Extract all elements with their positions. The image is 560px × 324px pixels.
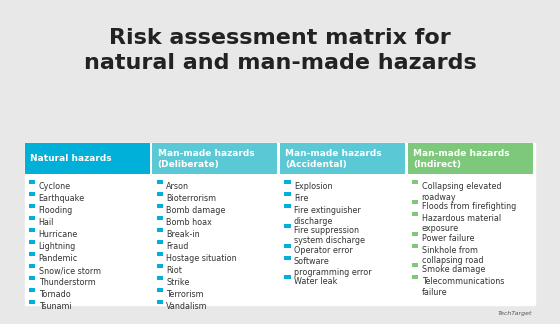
FancyBboxPatch shape — [29, 216, 35, 220]
Text: Terrorism: Terrorism — [166, 290, 204, 299]
FancyBboxPatch shape — [29, 252, 35, 256]
Text: Power failure: Power failure — [422, 234, 474, 243]
FancyBboxPatch shape — [412, 263, 418, 267]
Text: Flooding: Flooding — [39, 206, 73, 215]
Text: Hostage situation: Hostage situation — [166, 254, 237, 263]
FancyBboxPatch shape — [25, 143, 535, 305]
FancyBboxPatch shape — [157, 264, 163, 268]
FancyBboxPatch shape — [29, 192, 35, 196]
Text: Thunderstorm: Thunderstorm — [39, 278, 95, 287]
Text: Hurricane: Hurricane — [39, 230, 78, 239]
FancyBboxPatch shape — [412, 232, 418, 236]
Text: TechTarget: TechTarget — [498, 311, 533, 316]
FancyBboxPatch shape — [157, 216, 163, 220]
Text: Operator error: Operator error — [294, 246, 353, 255]
FancyBboxPatch shape — [284, 275, 291, 279]
Text: Bioterrorism: Bioterrorism — [166, 194, 216, 203]
FancyBboxPatch shape — [157, 276, 163, 280]
Text: Pandemic: Pandemic — [39, 254, 78, 263]
FancyBboxPatch shape — [157, 192, 163, 196]
Text: Earthquake: Earthquake — [39, 194, 85, 203]
FancyBboxPatch shape — [29, 288, 35, 292]
FancyBboxPatch shape — [29, 264, 35, 268]
FancyBboxPatch shape — [408, 143, 533, 174]
FancyBboxPatch shape — [25, 143, 150, 174]
Text: Snow/ice storm: Snow/ice storm — [39, 266, 101, 275]
Text: Fire: Fire — [294, 194, 309, 203]
Text: Break-in: Break-in — [166, 230, 200, 239]
Text: Smoke damage: Smoke damage — [422, 265, 485, 274]
FancyBboxPatch shape — [157, 300, 163, 304]
Text: Tsunami: Tsunami — [39, 302, 71, 311]
Text: Software
programming error: Software programming error — [294, 258, 372, 277]
Text: Strike: Strike — [166, 278, 190, 287]
FancyBboxPatch shape — [29, 228, 35, 232]
Text: Risk assessment matrix for
natural and man-made hazards: Risk assessment matrix for natural and m… — [83, 28, 477, 73]
FancyBboxPatch shape — [157, 180, 163, 184]
Text: Cyclone: Cyclone — [39, 182, 71, 191]
FancyBboxPatch shape — [412, 212, 418, 216]
FancyBboxPatch shape — [29, 276, 35, 280]
FancyBboxPatch shape — [284, 180, 291, 184]
FancyBboxPatch shape — [412, 275, 418, 279]
Text: Bomb damage: Bomb damage — [166, 206, 226, 215]
Text: Bomb hoax: Bomb hoax — [166, 218, 212, 227]
Text: Fire extinguisher
discharge: Fire extinguisher discharge — [294, 206, 361, 226]
Text: Sinkhole from
collapsing road: Sinkhole from collapsing road — [422, 246, 483, 265]
Text: Fraud: Fraud — [166, 242, 189, 251]
FancyBboxPatch shape — [157, 228, 163, 232]
FancyBboxPatch shape — [284, 256, 291, 260]
FancyBboxPatch shape — [157, 252, 163, 256]
Text: Man-made hazards
(Accidental): Man-made hazards (Accidental) — [286, 149, 382, 169]
Text: Vandalism: Vandalism — [166, 302, 208, 311]
FancyBboxPatch shape — [412, 180, 418, 184]
Text: Hail: Hail — [39, 218, 54, 227]
FancyBboxPatch shape — [152, 143, 277, 174]
FancyBboxPatch shape — [157, 204, 163, 208]
Text: Telecommunications
failure: Telecommunications failure — [422, 277, 504, 296]
FancyBboxPatch shape — [29, 204, 35, 208]
FancyBboxPatch shape — [157, 240, 163, 244]
FancyBboxPatch shape — [412, 200, 418, 204]
Text: Natural hazards: Natural hazards — [30, 155, 111, 163]
Text: Explosion: Explosion — [294, 182, 333, 191]
FancyBboxPatch shape — [29, 180, 35, 184]
FancyBboxPatch shape — [284, 224, 291, 228]
FancyBboxPatch shape — [284, 192, 291, 196]
Text: Hazardous material
exposure: Hazardous material exposure — [422, 214, 501, 233]
Text: Floods from firefighting: Floods from firefighting — [422, 202, 516, 211]
FancyBboxPatch shape — [284, 244, 291, 248]
Text: Man-made hazards
(Indirect): Man-made hazards (Indirect) — [413, 149, 510, 169]
Text: Lightning: Lightning — [39, 242, 76, 251]
FancyBboxPatch shape — [284, 204, 291, 208]
Text: Man-made hazards
(Deliberate): Man-made hazards (Deliberate) — [158, 149, 254, 169]
FancyBboxPatch shape — [157, 288, 163, 292]
Text: Riot: Riot — [166, 266, 182, 275]
Text: Water leak: Water leak — [294, 277, 337, 286]
Text: Fire suppression
system discharge: Fire suppression system discharge — [294, 226, 365, 245]
Text: Tornado: Tornado — [39, 290, 71, 299]
FancyBboxPatch shape — [29, 240, 35, 244]
Text: Arson: Arson — [166, 182, 189, 191]
FancyBboxPatch shape — [412, 244, 418, 248]
FancyBboxPatch shape — [280, 143, 405, 174]
FancyBboxPatch shape — [29, 300, 35, 304]
Text: Collapsing elevated
roadway: Collapsing elevated roadway — [422, 182, 501, 202]
